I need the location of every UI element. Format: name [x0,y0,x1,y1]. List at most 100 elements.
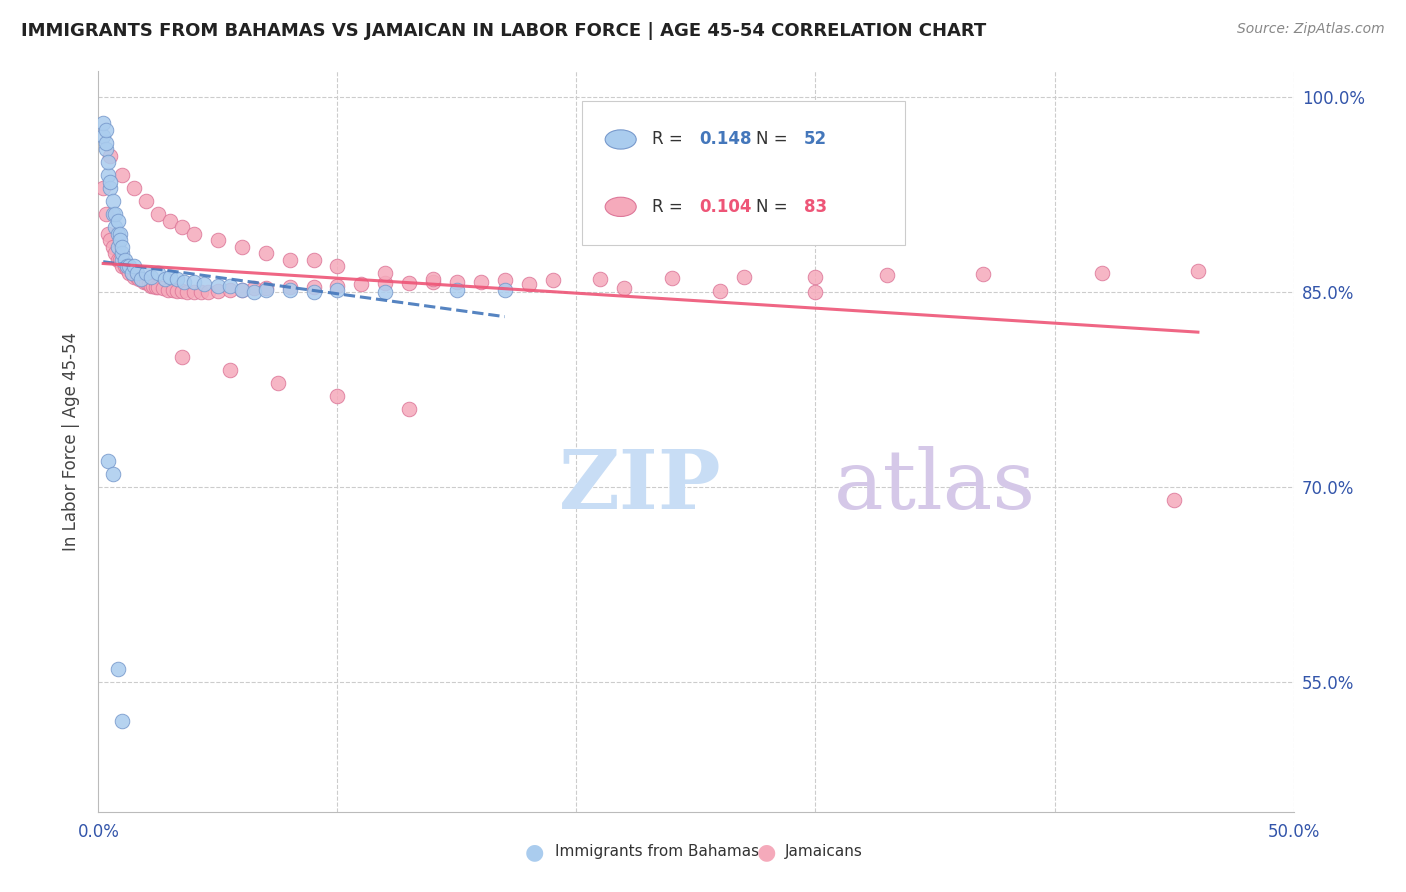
Point [302,280,325,294]
Point [374,266,396,280]
Point [139,269,162,284]
Point [398,276,420,290]
Circle shape [605,197,637,217]
Point [108,227,131,241]
Point [159,269,181,284]
Point [446,283,468,297]
Point [589,272,612,286]
Point [422,275,444,289]
Point [131,272,153,286]
Point [278,252,301,267]
Point [326,283,349,297]
Point [733,269,755,284]
Point [446,275,468,289]
Point [254,246,277,260]
Point [111,240,134,254]
Point [121,266,143,280]
Point [326,278,349,293]
Point [159,213,181,227]
Point [494,273,516,287]
Point [254,283,277,297]
Text: ZIP: ZIP [558,446,721,526]
Point [111,246,134,260]
Point [804,269,827,284]
Point [350,277,373,292]
Point [470,275,492,289]
Point [278,280,301,294]
Point [219,363,242,377]
Point [97,227,120,241]
Text: 52: 52 [804,130,827,148]
Point [111,259,134,273]
Point [267,376,290,390]
Point [148,207,170,221]
Point [183,285,205,300]
Point [115,259,138,273]
Point [114,252,136,267]
Point [97,454,120,468]
Point [183,275,205,289]
Point [148,280,170,294]
Point [148,266,170,280]
Point [172,220,194,235]
Point [207,284,229,298]
Point [398,402,420,417]
Point [613,281,636,295]
Point [94,142,117,156]
Point [91,116,114,130]
Text: R =: R = [652,198,688,216]
Point [98,233,122,247]
Point [219,278,242,293]
Point [302,285,325,300]
Point [131,272,153,286]
Point [302,252,325,267]
Point [172,284,194,298]
Point [135,194,157,209]
Point [97,155,120,169]
Point [124,269,146,284]
Point [107,252,129,267]
Point [124,259,146,273]
Point [101,240,124,254]
Point [139,278,162,293]
Point [121,266,143,280]
Point [125,269,148,284]
Point [115,261,138,276]
Point [98,149,122,163]
Y-axis label: In Labor Force | Age 45-54: In Labor Force | Age 45-54 [62,332,80,551]
Point [135,266,157,280]
Text: N =: N = [756,198,793,216]
Point [207,278,229,293]
Point [98,175,122,189]
Point [111,714,134,728]
Point [107,213,129,227]
Point [107,240,129,254]
Point [114,259,136,273]
Point [1091,266,1114,280]
Text: ●: ● [756,842,776,862]
Point [193,277,215,292]
Point [1163,493,1185,508]
Point [152,281,174,295]
Point [231,283,253,297]
Point [709,284,731,298]
Point [326,259,349,273]
Point [278,283,301,297]
Text: R =: R = [652,130,688,148]
Point [101,207,124,221]
Point [155,272,177,286]
Point [108,252,131,267]
Point [125,266,148,280]
Point [138,277,160,292]
Point [145,280,167,294]
Point [118,266,141,280]
Point [166,272,188,286]
Point [326,389,349,403]
Text: N =: N = [756,130,793,148]
Point [374,285,396,300]
Text: 0.104: 0.104 [700,198,752,216]
Point [104,246,127,260]
Point [162,283,184,297]
Text: IMMIGRANTS FROM BAHAMAS VS JAMAICAN IN LABOR FORCE | AGE 45-54 CORRELATION CHART: IMMIGRANTS FROM BAHAMAS VS JAMAICAN IN L… [21,22,987,40]
Point [132,275,155,289]
